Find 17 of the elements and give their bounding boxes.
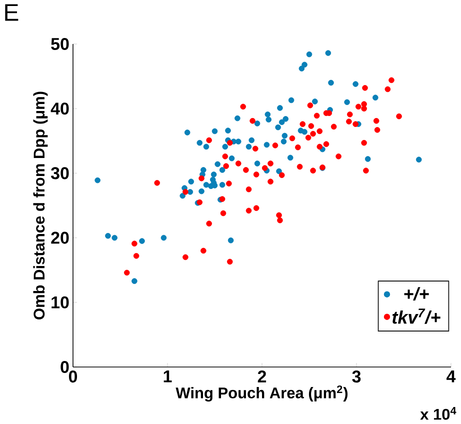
x-axis-title: Wing Pouch Area (μm$^{2}$) (176, 385, 348, 402)
y-tick-label: 20 (51, 232, 69, 244)
y-axis-title: Omb Distance d from Dpp (μm) (33, 92, 48, 320)
x-tick-label: 2 (258, 370, 266, 382)
legend-label: +/+ (404, 287, 429, 300)
text: x 10$^{4}$ (420, 406, 456, 420)
x-tick-label: 3 (352, 370, 361, 383)
x-tick-label: 0 (68, 370, 78, 383)
y-tick-label: 0 (60, 360, 69, 374)
y-tick-label: 50 (51, 38, 69, 50)
chart-title: E (5, 4, 18, 21)
y-tick-label: 30 (50, 167, 69, 180)
y-tick-label: 40 (50, 102, 69, 115)
y-tick-label: 10 (52, 296, 69, 308)
x-tick-label: 1 (164, 370, 172, 382)
legend-label: tkv$^{7}$/+ (392, 308, 440, 324)
x-tick-label: 4 (446, 370, 456, 382)
